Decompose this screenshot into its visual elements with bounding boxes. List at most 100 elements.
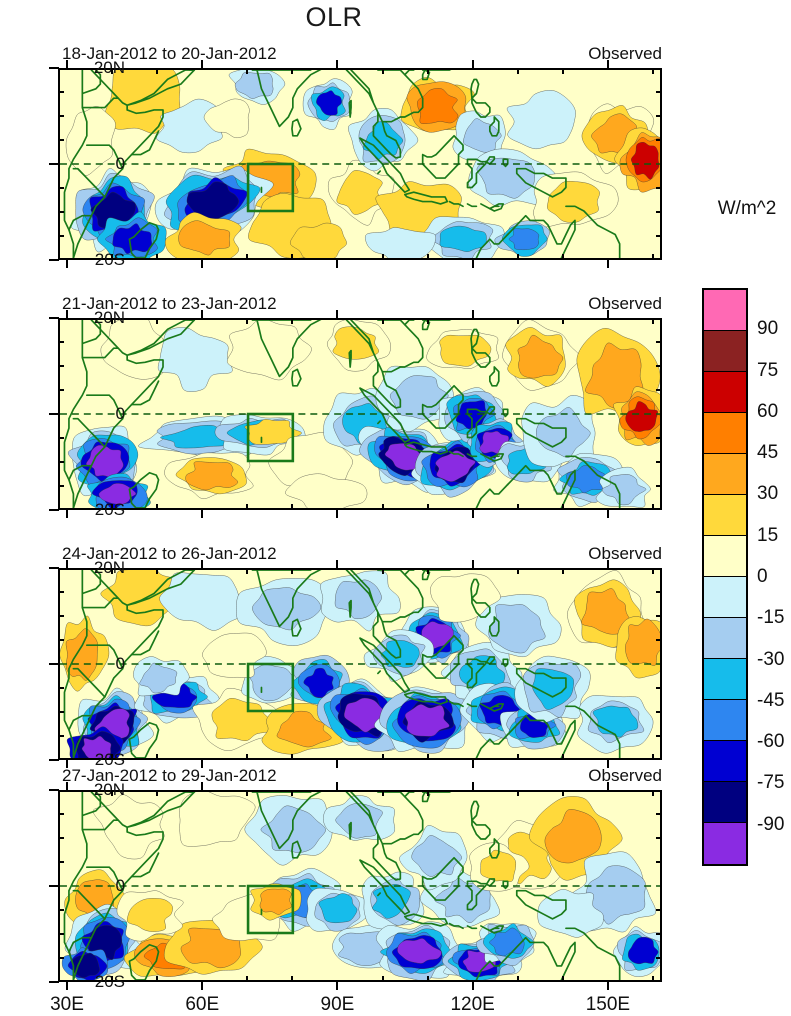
x-major-tick xyxy=(201,782,204,791)
coastline xyxy=(251,320,348,378)
x-minor-tick xyxy=(246,68,249,74)
coastline xyxy=(421,634,464,679)
colorbar[interactable] xyxy=(702,288,748,866)
contour-shell xyxy=(365,227,436,258)
y-major-tick xyxy=(49,663,59,665)
x-minor-tick xyxy=(381,976,384,982)
x-major-tick xyxy=(201,759,204,768)
contour-shell xyxy=(332,326,379,360)
coastline xyxy=(488,925,505,934)
y-minor-tick xyxy=(58,485,64,487)
coastline xyxy=(68,214,93,231)
coastline xyxy=(251,570,348,628)
x-minor-tick xyxy=(426,254,429,260)
contour-shell xyxy=(179,792,256,847)
coastline xyxy=(403,70,415,76)
x-tick-label: 60E xyxy=(185,994,220,1015)
colorbar-tick-label: -75 xyxy=(757,772,785,794)
y-minor-tick xyxy=(58,639,64,641)
coastline xyxy=(377,170,382,175)
x-minor-tick xyxy=(156,790,159,796)
x-minor-tick xyxy=(156,254,159,260)
x-major-tick xyxy=(606,981,609,990)
coastline xyxy=(520,464,576,508)
x-major-tick xyxy=(201,560,204,569)
coastline xyxy=(348,349,352,368)
colorbar-tick-label: 0 xyxy=(757,566,768,587)
coastline xyxy=(470,78,480,100)
coastline xyxy=(377,320,424,373)
contour-shell xyxy=(157,327,233,392)
x-minor-tick xyxy=(516,976,519,982)
y-major-tick xyxy=(49,759,59,761)
coastline xyxy=(291,118,302,137)
panel-3-date-range: 24-Jan-2012 to 26-Jan-2012 xyxy=(62,544,277,563)
x-major-tick xyxy=(606,259,609,268)
y-minor-tick xyxy=(58,933,64,935)
coastline xyxy=(72,667,106,698)
colorbar-band xyxy=(704,413,746,454)
coastline xyxy=(488,366,500,387)
x-minor-tick xyxy=(291,568,294,574)
map-panel-2[interactable] xyxy=(58,318,662,510)
map-panel-3[interactable] xyxy=(58,568,662,760)
panel-1-date-range: 18-Jan-2012 to 20-Jan-2012 xyxy=(62,44,277,63)
coastline xyxy=(502,880,509,890)
y-minor-tick xyxy=(656,909,662,911)
x-minor-tick xyxy=(246,504,249,510)
coastline xyxy=(471,347,491,368)
coastline xyxy=(72,70,164,258)
coastline xyxy=(72,417,106,448)
x-minor-tick xyxy=(561,504,564,510)
colorbar-band xyxy=(704,700,746,741)
y-tick-label: 20N xyxy=(93,558,125,577)
y-minor-tick xyxy=(656,341,662,343)
map-panel-1[interactable] xyxy=(58,68,662,260)
coastline xyxy=(126,70,196,107)
y-major-tick xyxy=(49,981,59,983)
colorbar-tick-label: 45 xyxy=(757,442,779,464)
coastline xyxy=(68,714,93,731)
map-panel-4[interactable] xyxy=(58,790,662,982)
coastline xyxy=(475,233,509,258)
coastline xyxy=(359,859,411,916)
colorbar-tick-label: 90 xyxy=(757,318,779,340)
contour-shell xyxy=(185,461,238,491)
olr-contour-field xyxy=(60,70,660,258)
coastline xyxy=(565,705,621,758)
x-minor-tick xyxy=(426,504,429,510)
coastline xyxy=(345,792,402,881)
coastline xyxy=(448,922,464,930)
x-tick-label: 30E xyxy=(50,994,84,1015)
coastline xyxy=(251,70,348,128)
contour-shell xyxy=(506,90,576,149)
x-major-tick xyxy=(201,509,204,518)
contour-shell xyxy=(203,98,250,138)
x-minor-tick xyxy=(381,568,384,574)
x-major-tick xyxy=(66,981,68,990)
contour-shell xyxy=(544,809,602,864)
y-major-tick xyxy=(49,163,59,165)
region-box xyxy=(246,412,295,463)
y-minor-tick xyxy=(656,139,662,141)
y-minor-tick xyxy=(656,437,662,439)
contour-shell xyxy=(276,711,332,748)
x-minor-tick xyxy=(156,504,159,510)
coastline xyxy=(565,927,621,980)
coastline xyxy=(403,191,449,205)
coastline xyxy=(488,116,500,137)
colorbar-band xyxy=(704,290,746,331)
x-minor-tick xyxy=(381,68,384,74)
x-minor-tick xyxy=(651,318,654,324)
coastline xyxy=(377,892,382,897)
colorbar-tick-label: -60 xyxy=(757,731,785,753)
panel-2-date-range: 21-Jan-2012 to 23-Jan-2012 xyxy=(62,294,277,313)
contour-shell xyxy=(335,803,383,839)
coastline xyxy=(448,700,464,708)
contour-shell xyxy=(404,704,450,737)
coastline xyxy=(81,597,120,609)
x-major-tick xyxy=(336,259,339,268)
x-major-tick xyxy=(471,759,474,768)
x-minor-tick xyxy=(516,790,519,796)
